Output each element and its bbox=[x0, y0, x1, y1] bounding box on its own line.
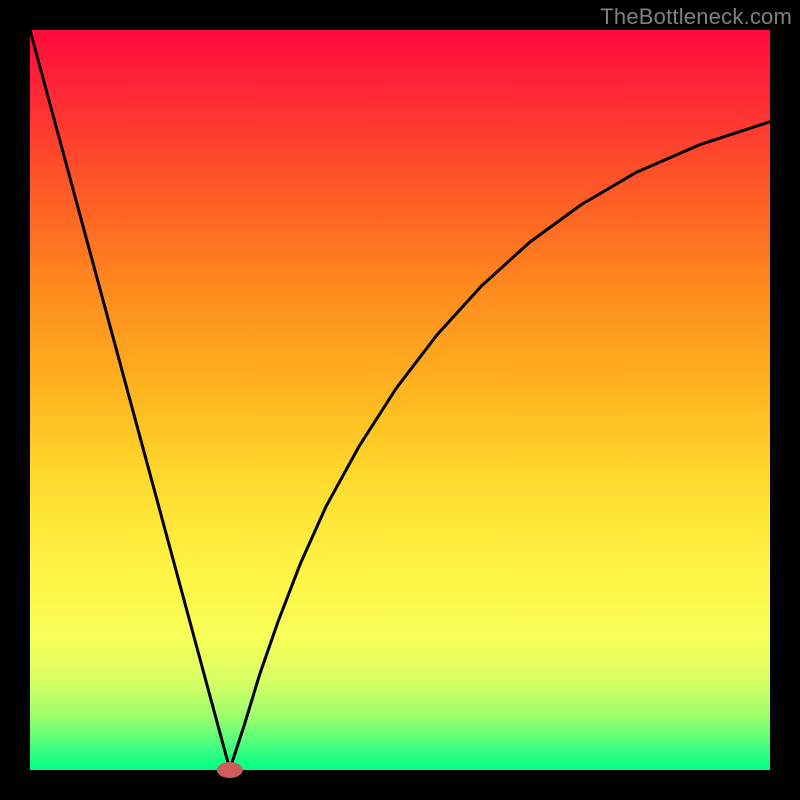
bottleneck-chart bbox=[0, 0, 800, 800]
minimum-marker bbox=[217, 762, 243, 778]
watermark-text: TheBottleneck.com bbox=[600, 4, 792, 30]
chart-container: TheBottleneck.com bbox=[0, 0, 800, 800]
plot-background-gradient bbox=[30, 30, 770, 770]
